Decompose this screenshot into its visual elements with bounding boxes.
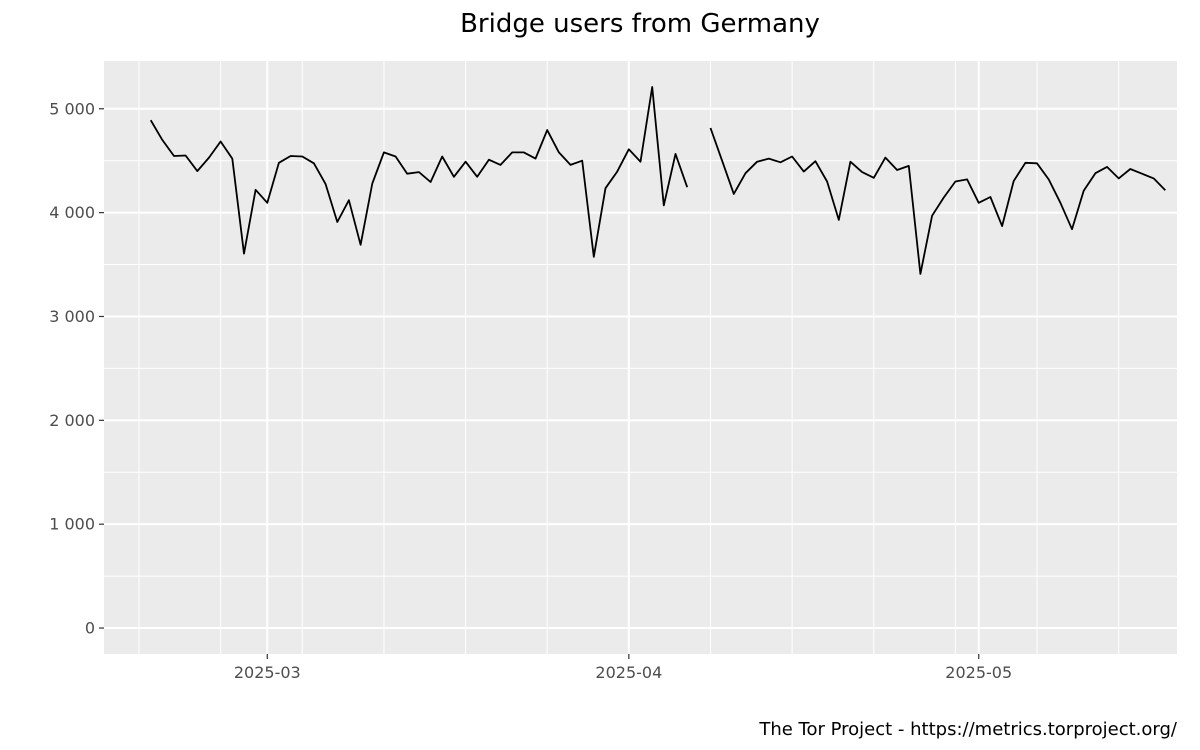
y-tick-label: 5 000 [49, 99, 95, 118]
chart-title: Bridge users from Germany [460, 9, 820, 39]
series-0-segment-1 [709, 127, 1166, 275]
y-tick-label: 3 000 [49, 307, 95, 326]
major-gridlines [104, 61, 1177, 654]
plot-panel [104, 61, 1177, 654]
y-tick-label: 2 000 [49, 411, 95, 430]
y-tick-label: 4 000 [49, 203, 95, 222]
x-tick-label: 2025-05 [945, 663, 1012, 682]
x-tick-label: 2025-04 [595, 663, 662, 682]
series-line [149, 86, 1166, 275]
y-tick-label: 0 [85, 619, 95, 638]
source-caption: The Tor Project - https://metrics.torpro… [758, 719, 1178, 740]
y-axis: 0 1 000 2 000 3 000 4 000 5 000 [49, 99, 104, 638]
x-axis: 2025-03 2025-04 2025-05 [234, 654, 1012, 682]
y-tick-label: 1 000 [49, 515, 95, 534]
x-tick-label: 2025-03 [234, 663, 301, 682]
series-0-segment-0 [149, 86, 689, 258]
